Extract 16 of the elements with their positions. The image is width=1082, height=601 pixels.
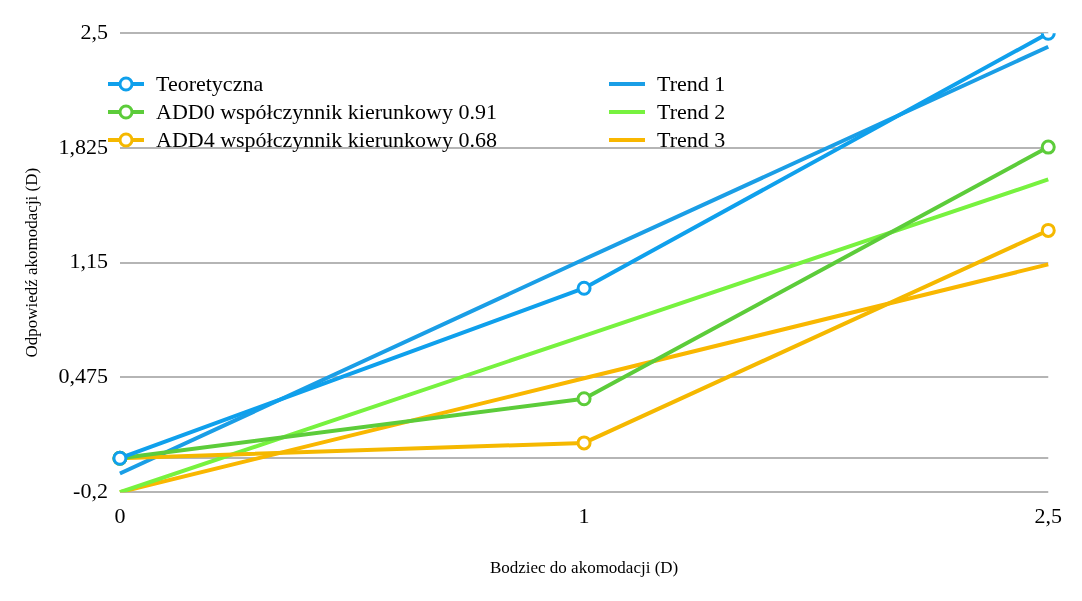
legend-label: ADD0 współczynnik kierunkowy 0.91 [156,99,497,125]
y-tick-label: 1,825 [58,133,108,159]
legend-label: Trend 3 [656,127,726,153]
legend-label: Trend 1 [656,71,726,97]
y-tick-label: -0,2 [73,477,108,503]
x-tick-label: 0 [114,503,126,529]
y-axis-title: Odpowiedź akomodacji (D) [21,167,41,358]
x-tick-label: 1 [578,503,590,529]
x-axis-title: Bodziec do akomodacji (D) [489,558,679,578]
legend-label: ADD4 współczynnik kierunkowy 0.68 [156,127,497,153]
legend-label: Teoretyczna [156,71,264,97]
y-tick-label: 0,475 [58,363,108,389]
legend-label: Trend 2 [656,99,726,125]
y-tick-label: 2,5 [80,18,108,44]
y-tick-label: 1,15 [69,248,108,274]
x-tick-label: 2,5 [1034,503,1062,529]
